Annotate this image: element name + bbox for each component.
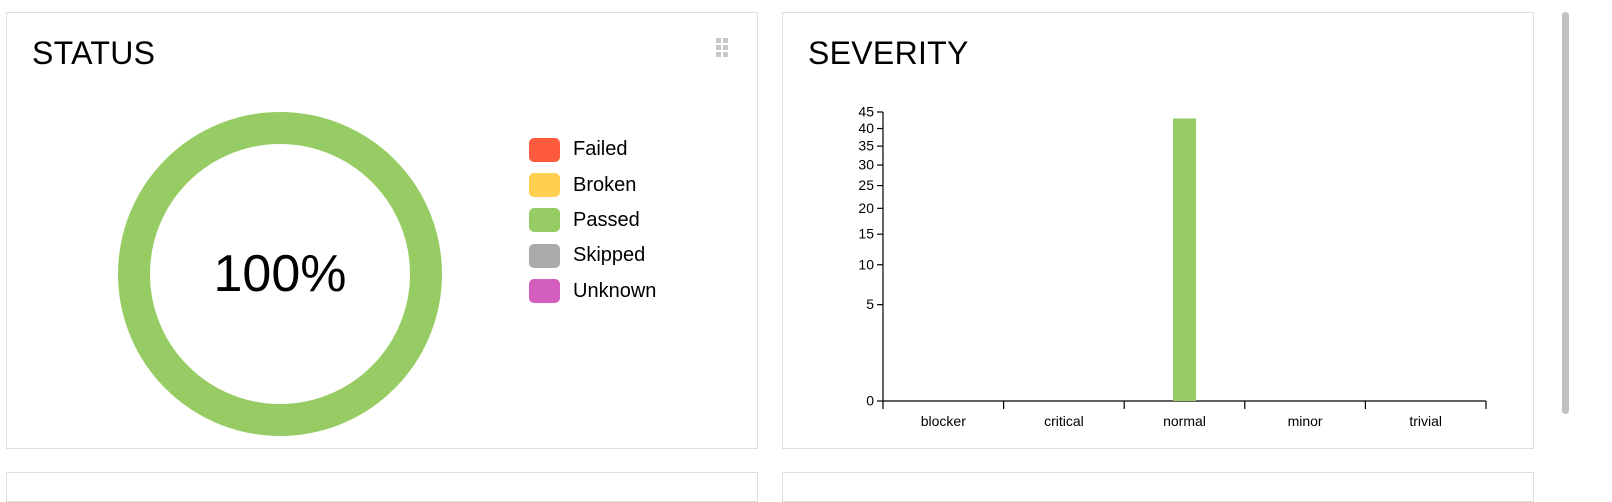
- y-tick-label-0: 0: [866, 393, 874, 409]
- legend-swatch-broken: [529, 173, 560, 198]
- legend-label-skipped: Skipped: [573, 244, 646, 267]
- y-tick-label-35: 35: [858, 138, 874, 154]
- legend-swatch-skipped: [529, 243, 560, 268]
- legend-label-failed: Failed: [573, 138, 628, 161]
- legend-swatch-unknown: [529, 279, 560, 304]
- legend-swatch-passed: [529, 208, 560, 233]
- status-widget: STATUS 100% Failed Broken Passed Skipped…: [6, 12, 758, 449]
- legend-item-skipped[interactable]: Skipped: [529, 238, 656, 273]
- y-tick-label-5: 5: [866, 296, 874, 312]
- y-tick-label-20: 20: [858, 200, 874, 216]
- legend-swatch-failed: [529, 137, 560, 162]
- status-legend: Failed Broken Passed Skipped Unknown: [529, 132, 656, 309]
- widget-next-right: [782, 472, 1534, 502]
- legend-label-passed: Passed: [573, 208, 640, 231]
- widget-title-severity: SEVERITY: [808, 35, 969, 71]
- x-tick-label-critical: critical: [1044, 413, 1084, 429]
- grip-dots-icon[interactable]: [716, 38, 730, 58]
- widget-title-status: STATUS: [32, 35, 156, 71]
- legend-label-unknown: Unknown: [573, 279, 657, 302]
- page-scrollbar-thumb[interactable]: [1562, 12, 1569, 414]
- status-donut-chart: [118, 112, 442, 436]
- y-tick-label-10: 10: [858, 256, 874, 272]
- x-tick-label-minor: minor: [1288, 413, 1323, 429]
- legend-item-passed[interactable]: Passed: [529, 203, 656, 238]
- donut-passed-ring: [118, 112, 442, 436]
- y-tick-label-25: 25: [858, 177, 874, 193]
- legend-item-broken[interactable]: Broken: [529, 167, 656, 202]
- x-tick-label-blocker: blocker: [921, 413, 966, 429]
- y-tick-label-40: 40: [858, 120, 874, 136]
- x-tick-label-normal: normal: [1163, 413, 1206, 429]
- legend-label-broken: Broken: [573, 173, 637, 196]
- legend-item-unknown[interactable]: Unknown: [529, 274, 656, 309]
- y-tick-label-45: 45: [858, 104, 874, 120]
- y-tick-label-15: 15: [858, 226, 874, 242]
- bar-normal: [1173, 118, 1196, 401]
- legend-item-failed[interactable]: Failed: [529, 132, 656, 167]
- severity-widget: SEVERITY 0 5 10 15 20 25 30 35 40 45 blocker critic…: [782, 12, 1534, 449]
- x-tick-label-trivial: trivial: [1409, 413, 1442, 429]
- widget-next-left: [6, 472, 758, 502]
- y-tick-label-30: 30: [858, 157, 874, 173]
